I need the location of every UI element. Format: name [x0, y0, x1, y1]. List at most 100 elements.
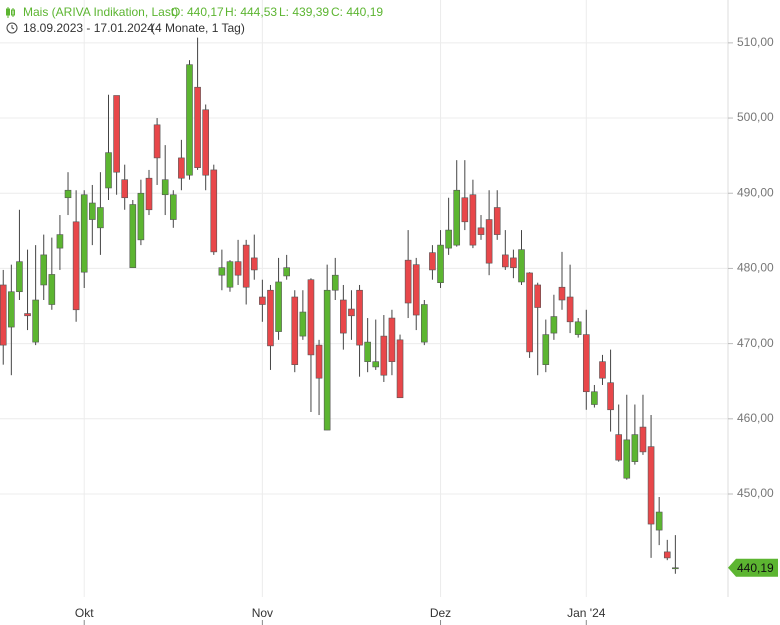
candle-body	[40, 254, 48, 286]
ohlc-low: L: 439,39	[279, 5, 329, 19]
y-tick-label: 480,00	[737, 261, 774, 275]
axes: 450,00 460,00 470,00 480,00 490,00 500,00 510,…	[75, 35, 778, 625]
candle-body	[445, 229, 452, 249]
candle-body	[72, 221, 80, 311]
candle-body	[607, 382, 614, 411]
candle-body	[218, 267, 226, 276]
candle-body	[97, 207, 104, 229]
last-price-tag	[728, 558, 778, 577]
y-tick-label: 470,00	[737, 336, 774, 350]
ohlc-open: O: 440,17	[171, 5, 224, 19]
candle-body	[469, 194, 477, 246]
candle-body	[623, 439, 631, 479]
x-tick-label: Dez	[430, 606, 451, 620]
candle-body	[145, 177, 153, 211]
candle-body	[380, 335, 388, 376]
candle-body	[283, 267, 290, 277]
candle-body	[16, 261, 23, 293]
candle-body	[169, 194, 177, 220]
x-tick-label: Nov	[252, 606, 273, 620]
candle-body	[453, 189, 461, 246]
candle-body	[210, 169, 218, 253]
candle-body	[194, 86, 201, 168]
legend: Mais (ARIVA Indikation, Last) O: 440,17 …	[6, 5, 383, 35]
candle-body	[396, 339, 404, 399]
period: (4 Monate, 1 Tag)	[151, 21, 245, 35]
candle-body	[323, 289, 331, 431]
candle-body	[404, 259, 412, 304]
clock-icon	[6, 22, 18, 34]
candle-body	[485, 219, 493, 264]
candle-body	[647, 446, 655, 525]
candle-body	[493, 207, 501, 235]
candle-body	[582, 334, 590, 393]
candle-body	[356, 289, 363, 346]
candle-body	[388, 317, 396, 362]
candle-body	[8, 291, 15, 328]
candle-body	[64, 189, 72, 199]
candle-body	[291, 296, 299, 365]
candle-body	[672, 567, 679, 570]
candle-body	[331, 274, 339, 291]
candles	[0, 37, 679, 574]
candle-body	[502, 254, 509, 268]
candle-body	[275, 281, 282, 332]
candle-body	[574, 321, 582, 335]
candle-body	[121, 179, 129, 199]
candle-body	[348, 308, 355, 317]
candle-body	[639, 426, 647, 453]
candle-body	[113, 95, 120, 173]
candle-body	[510, 257, 517, 268]
candle-body	[550, 316, 558, 334]
x-tick-label: Jan '24	[567, 606, 606, 620]
y-tick-label: 450,00	[737, 486, 774, 500]
candle-body	[0, 284, 7, 346]
candle-body	[315, 344, 323, 379]
last-price-label: 440,19	[737, 561, 774, 575]
candle-body	[56, 234, 64, 249]
candle-body	[178, 157, 185, 179]
candle-body	[372, 361, 380, 368]
candle-body	[105, 152, 112, 189]
ohlc-high: H: 444,53	[225, 5, 277, 19]
candle-body	[340, 299, 347, 334]
date-range: 18.09.2023 - 17.01.2024	[23, 21, 154, 35]
candle-body	[615, 434, 622, 461]
candle-body	[542, 334, 550, 365]
candle-body	[89, 202, 96, 220]
candle-body	[526, 272, 533, 353]
candle-body	[307, 279, 315, 356]
candle-body	[153, 124, 161, 159]
candle-body	[518, 249, 525, 283]
candle-body	[250, 257, 258, 271]
y-tick-label: 510,00	[737, 35, 774, 49]
candle-body	[202, 109, 209, 176]
candle-body	[663, 551, 671, 559]
candle-body	[461, 197, 469, 223]
candle-body	[364, 341, 371, 362]
candle-body	[80, 194, 88, 273]
candle-body	[599, 361, 606, 379]
candle-body	[655, 511, 663, 531]
candle-body	[267, 289, 274, 347]
candle-body	[24, 313, 31, 317]
candle-body	[558, 286, 566, 301]
candle-body	[631, 434, 639, 462]
candle-body	[234, 261, 242, 276]
candle-body	[412, 264, 420, 316]
candle-body	[534, 284, 541, 308]
title: Mais (ARIVA Indikation, Last)	[23, 5, 178, 19]
candle-body	[48, 274, 56, 305]
candle-body	[259, 296, 266, 305]
candle-body	[421, 304, 428, 343]
candle-body	[137, 192, 145, 241]
candle-body	[437, 244, 444, 284]
candle-body	[32, 299, 39, 343]
candle-body	[186, 64, 193, 176]
candle-body	[129, 204, 137, 268]
x-tick-label: Okt	[75, 606, 94, 620]
candle-body	[226, 261, 234, 288]
candle-icon	[6, 7, 15, 18]
candle-body	[566, 296, 574, 323]
